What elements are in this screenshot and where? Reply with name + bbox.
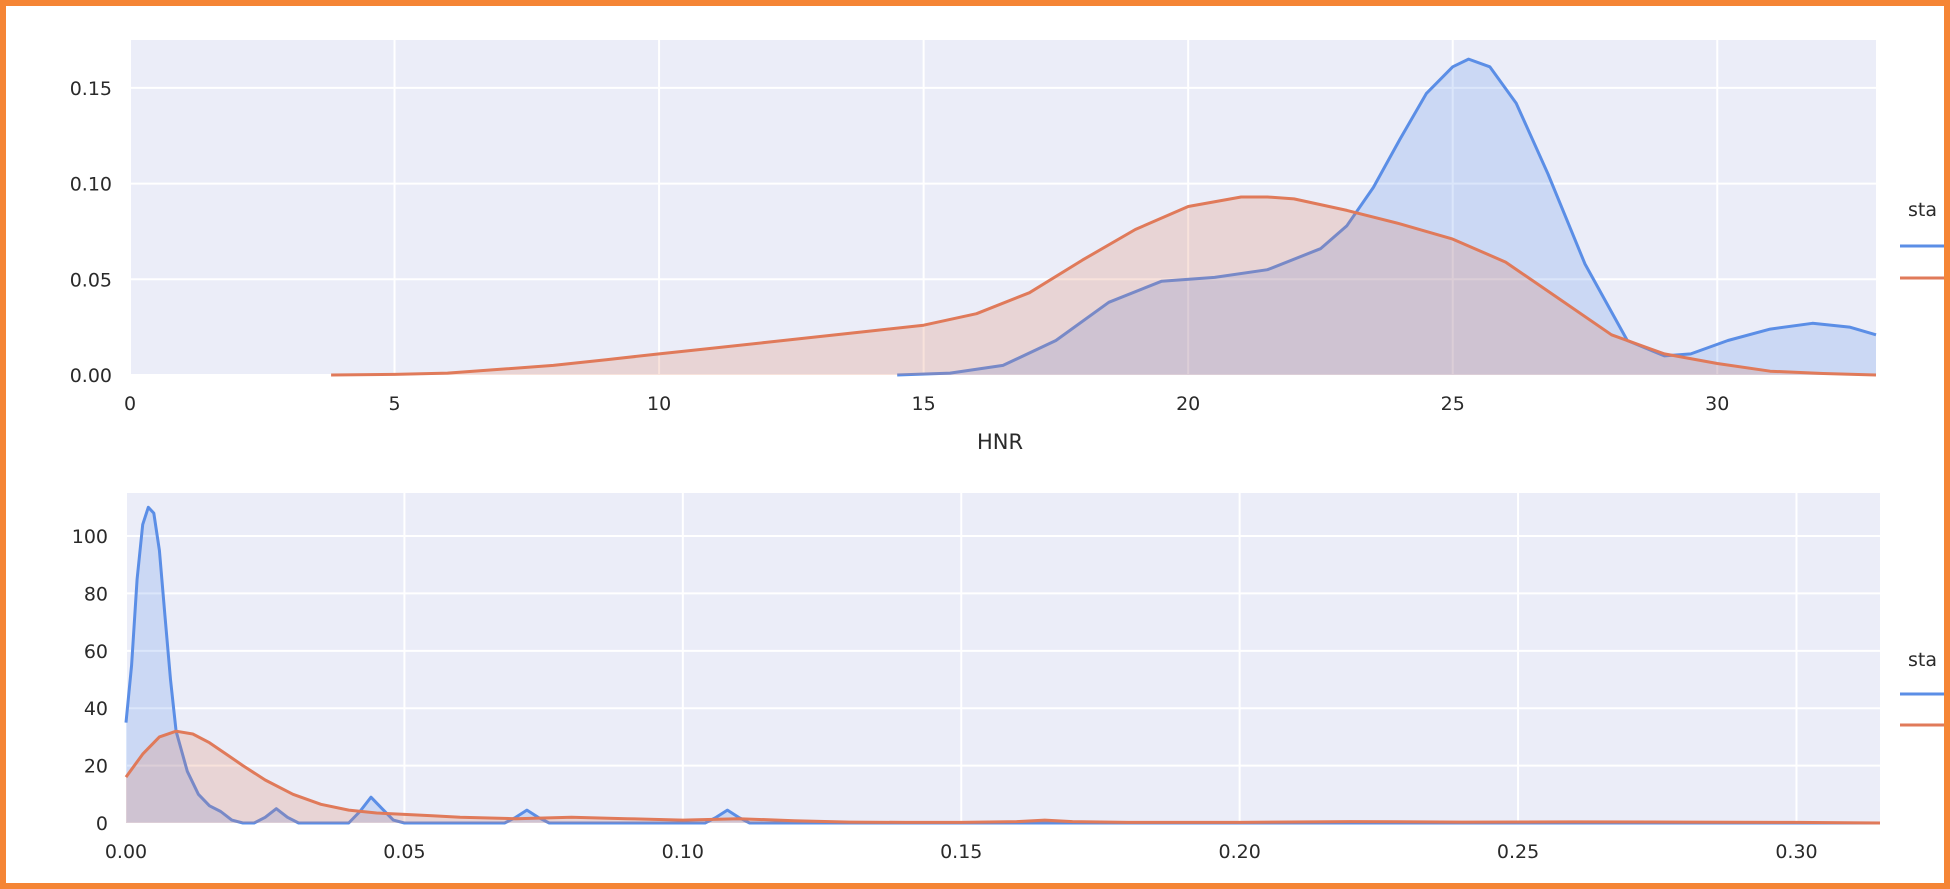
density-line-orange bbox=[331, 195, 1877, 377]
x-tick-label: 0.05 bbox=[383, 841, 425, 863]
lower-density-panel: 0.00 0.05 0.10 0.15 0.20 0.25 0.30 0 20 40 60 80 100… bbox=[72, 493, 1944, 863]
x-tick-label: 20 bbox=[1176, 393, 1200, 415]
y-tick-label: 100 bbox=[72, 526, 108, 548]
y-tick-label: 40 bbox=[84, 698, 108, 720]
y-tick-label: 0.05 bbox=[70, 269, 112, 291]
y-tick-label: 0 bbox=[96, 813, 108, 835]
plot-background bbox=[126, 493, 1880, 823]
x-tick-label: 0.15 bbox=[940, 841, 982, 863]
y-tick-label: 60 bbox=[84, 641, 108, 663]
x-tick-label: 10 bbox=[647, 393, 671, 415]
x-tick-label: 30 bbox=[1705, 393, 1729, 415]
x-tick-label: 0.10 bbox=[662, 841, 704, 863]
x-tick-label: 0.30 bbox=[1775, 841, 1817, 863]
legend-title: sta bbox=[1908, 649, 1937, 671]
plot-background bbox=[130, 40, 1876, 375]
x-axis-label: HNR bbox=[977, 430, 1023, 454]
y-tick-label: 0.15 bbox=[70, 78, 112, 100]
density-area-orange bbox=[126, 731, 1880, 823]
y-tick-label: 0.00 bbox=[70, 365, 112, 387]
density-line-orange bbox=[124, 729, 1881, 825]
x-tick-label: 15 bbox=[912, 393, 936, 415]
hnr-density-panel: 0 5 10 15 20 25 30 0.00 0.05 0.10 0.15 sta bbox=[70, 40, 1944, 415]
x-tick-label: 5 bbox=[388, 393, 400, 415]
y-tick-label: 0.10 bbox=[70, 174, 112, 196]
x-tick-label: 0 bbox=[124, 393, 136, 415]
density-line-blue bbox=[897, 57, 1877, 377]
legend-title: sta bbox=[1908, 199, 1937, 221]
x-tick-label: 0.20 bbox=[1218, 841, 1260, 863]
x-tick-label: 0.25 bbox=[1497, 841, 1539, 863]
x-tick-label: 25 bbox=[1441, 393, 1465, 415]
y-tick-label: 80 bbox=[84, 583, 108, 605]
density-line-blue bbox=[124, 505, 1880, 825]
x-tick-label: 0.00 bbox=[105, 841, 147, 863]
y-tick-label: 20 bbox=[84, 756, 108, 778]
density-area-blue bbox=[897, 59, 1876, 375]
density-area-orange bbox=[331, 197, 1877, 375]
